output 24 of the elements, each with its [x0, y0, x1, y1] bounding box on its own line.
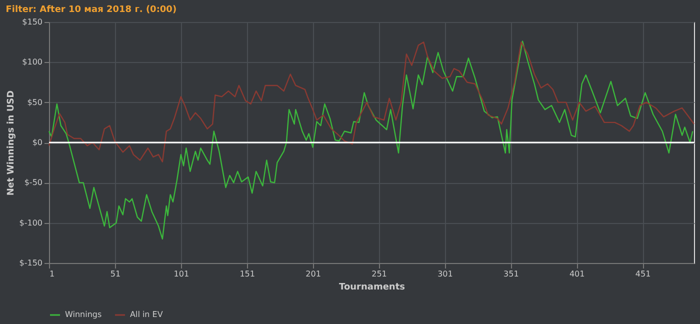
y-tick-label: $-50: [24, 178, 42, 188]
y-tick-label: $50: [27, 98, 42, 107]
line-series: [48, 40, 694, 240]
legend-label: All in EV: [130, 310, 164, 319]
y-tick-label: $150: [22, 18, 42, 26]
x-tick-label: 1: [50, 270, 55, 278]
x-tick-label: 301: [438, 270, 453, 278]
x-tick-label: 151: [240, 270, 255, 278]
x-tick-label: 401: [569, 270, 585, 278]
y-tick-label: $-100: [19, 218, 42, 228]
x-tick-label: 251: [372, 270, 387, 278]
chart-title: Filter: After 10 мая 2018 г. (0:00): [6, 5, 177, 15]
y-tick-label: $100: [22, 58, 42, 67]
x-tick-label: 101: [174, 270, 190, 278]
line-series: [48, 41, 695, 162]
y-axis-title: Net Winnings in USD: [6, 90, 16, 196]
y-tick-label: $0: [32, 138, 42, 147]
x-tick-label: 351: [504, 270, 519, 278]
x-tick-label: 451: [635, 270, 651, 278]
legend-label: Winnings: [65, 310, 102, 319]
x-axis-title: Tournaments: [338, 282, 406, 292]
x-tick-label: 51: [110, 270, 121, 278]
x-tick-label: 201: [306, 270, 321, 278]
y-tick-label: $-150: [19, 258, 42, 268]
